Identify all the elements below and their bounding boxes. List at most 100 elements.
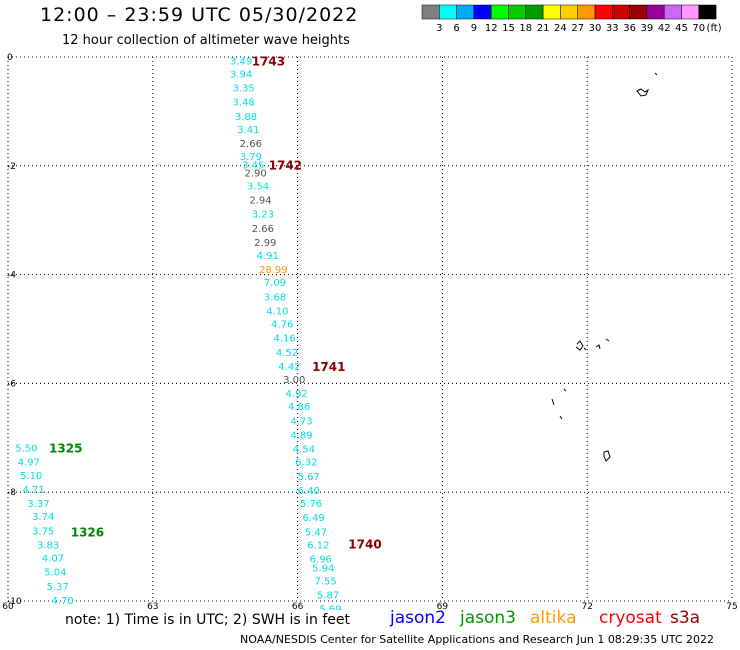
wave-height-label: 4.73 (290, 416, 312, 427)
wave-height-label: 6.96 (310, 555, 332, 566)
pass-time-label: 1742 (269, 159, 302, 173)
footer-note: note: 1) Time is in UTC; 2) SWH is in fe… (65, 612, 351, 628)
wave-height-label: 3.48 (232, 98, 254, 109)
wave-height-label: 4.52 (276, 348, 298, 359)
lon-tick-label: 72 (581, 602, 592, 610)
wave-height-label: 3.75 (32, 526, 54, 537)
island-outline (551, 398, 555, 406)
wave-height-label: 4.91 (257, 251, 279, 262)
wave-height-label: 5.47 (305, 527, 327, 538)
colorbar-tick-label: 33 (606, 23, 619, 34)
island-outline (595, 344, 601, 350)
wave-height-label: 5.04 (44, 568, 66, 579)
colorbar-legend: 3 6 9 12 15 18 21 24 27 30 33 36 39 42 45 70 (ft) (421, 4, 722, 34)
colorbar-tick-label: 12 (485, 23, 498, 34)
wave-height-label: 3.49 (230, 56, 252, 67)
satellite-legend-jason2: jason2 (390, 608, 446, 628)
wave-height-label: 4.16 (273, 334, 295, 345)
wave-height-label: 5.37 (47, 582, 69, 593)
lon-tick-label: 69 (437, 602, 449, 610)
wave-height-label: 3.37 (27, 499, 49, 510)
wave-height-label: 3.45 (242, 161, 264, 172)
colorbar-tick-label: 70 (692, 23, 705, 34)
wave-height-label: 2.99 (254, 238, 276, 249)
colorbar-tick-label: 30 (589, 23, 602, 34)
colorbar-tick-label: 3 (436, 23, 442, 34)
lat-tick-label: -4 (7, 271, 16, 281)
colorbar-tick-label: 42 (658, 23, 671, 34)
wave-height-label: 5.87 (317, 590, 339, 601)
wave-height-label: 4.71 (22, 485, 44, 496)
satellite-legend-altika: altika (530, 608, 577, 628)
lon-tick-label: 66 (292, 602, 304, 610)
wave-height-label: 4.51 (56, 609, 78, 610)
colorbar-tick-label: 45 (675, 23, 688, 34)
pass-time-label: 1326 (71, 525, 104, 539)
colorbar-tick-label: 21 (537, 23, 550, 34)
wave-height-label: 3.23 (252, 210, 274, 221)
map-gridlines (7, 56, 733, 602)
wave-height-label: 4.86 (288, 402, 310, 413)
wave-height-label: 2.66 (240, 139, 262, 150)
colorbar-tick-label: 18 (519, 23, 532, 34)
wave-height-label: 2.94 (249, 196, 271, 207)
lat-tick-label: -6 (7, 379, 16, 389)
satellite-legend-cryosat: cryosat (599, 608, 662, 628)
colorbar-tick-label: 15 (502, 23, 515, 34)
wave-height-label: 2.90 (245, 168, 267, 179)
wave-height-label: 5.69 (319, 605, 341, 610)
island-outline (654, 72, 658, 76)
island-outline (636, 88, 650, 97)
colorbar-swatch (698, 4, 717, 20)
wave-height-label: 5.76 (300, 499, 322, 510)
wave-height-map: 0 -2 -4 -6 -8 -10 60 63 66 69 72 75 3.49 3.94 3.35 3.… (2, 53, 737, 610)
wave-height-label: 5.94 (312, 563, 334, 574)
wave-height-label: 4.76 (271, 320, 293, 331)
wave-height-label: 4.54 (293, 445, 315, 456)
wave-height-label: 3.94 (230, 69, 252, 80)
island-outline (603, 450, 611, 462)
wave-height-label: 5.67 (298, 472, 320, 483)
lat-tick-label: -2 (7, 162, 16, 172)
wave-height-label: 6.49 (302, 513, 324, 524)
footer-credit: NOAA/NESDIS Center for Satellite Applica… (240, 633, 715, 646)
wave-height-label: 28.99 (259, 265, 288, 276)
wave-height-label: 4.10 (266, 307, 288, 318)
pass-time-label: 1743 (252, 54, 285, 68)
wave-height-label: 5.10 (20, 471, 42, 482)
wave-height-label: 3.74 (32, 512, 54, 523)
colorbar-tick-label: 36 (623, 23, 636, 34)
wave-height-label: 4.92 (286, 389, 308, 400)
lat-tick-label: -10 (7, 597, 22, 607)
wave-height-label: 3.88 (235, 112, 257, 123)
colorbar-unit-label: (ft) (707, 23, 722, 34)
colorbar-tick-label: 9 (471, 23, 477, 34)
colorbar-tick-label: 27 (571, 23, 584, 34)
wave-height-label: 4.97 (18, 458, 40, 469)
wave-height-label: 3.79 (240, 152, 262, 163)
satellite-legend-jason3: jason3 (460, 608, 516, 628)
wave-height-label: 6.40 (298, 486, 320, 497)
page-title: 12:00 – 23:59 UTC 05/30/2022 (40, 4, 359, 26)
colorbar-tick-label: 39 (641, 23, 654, 34)
wave-height-label: 3.83 (37, 540, 59, 551)
wave-height-label: 4.70 (51, 596, 73, 607)
pass-time-label: 1741 (312, 360, 345, 374)
island-outline (559, 415, 563, 420)
island-outline (563, 388, 567, 392)
wave-height-label: 4.42 (278, 362, 300, 373)
lon-tick-label: 75 (726, 602, 737, 610)
wave-height-label: 7.55 (314, 576, 336, 587)
wave-height-label: 7.09 (264, 278, 286, 289)
pass-time-label: 1325 (49, 442, 82, 456)
wave-height-label: 5.50 (15, 444, 37, 455)
island-outline (583, 347, 587, 351)
colorbar-tick-label: 24 (554, 23, 567, 34)
pass-time-label: 1740 (348, 537, 381, 551)
wave-height-label: 3.00 (283, 375, 305, 386)
lat-tick-label: -8 (7, 488, 16, 498)
wave-height-label: 6.32 (295, 458, 317, 469)
lon-tick-label: 60 (2, 602, 14, 610)
wave-height-label: 2.66 (252, 224, 274, 235)
colorbar-tick-label: 6 (453, 23, 459, 34)
